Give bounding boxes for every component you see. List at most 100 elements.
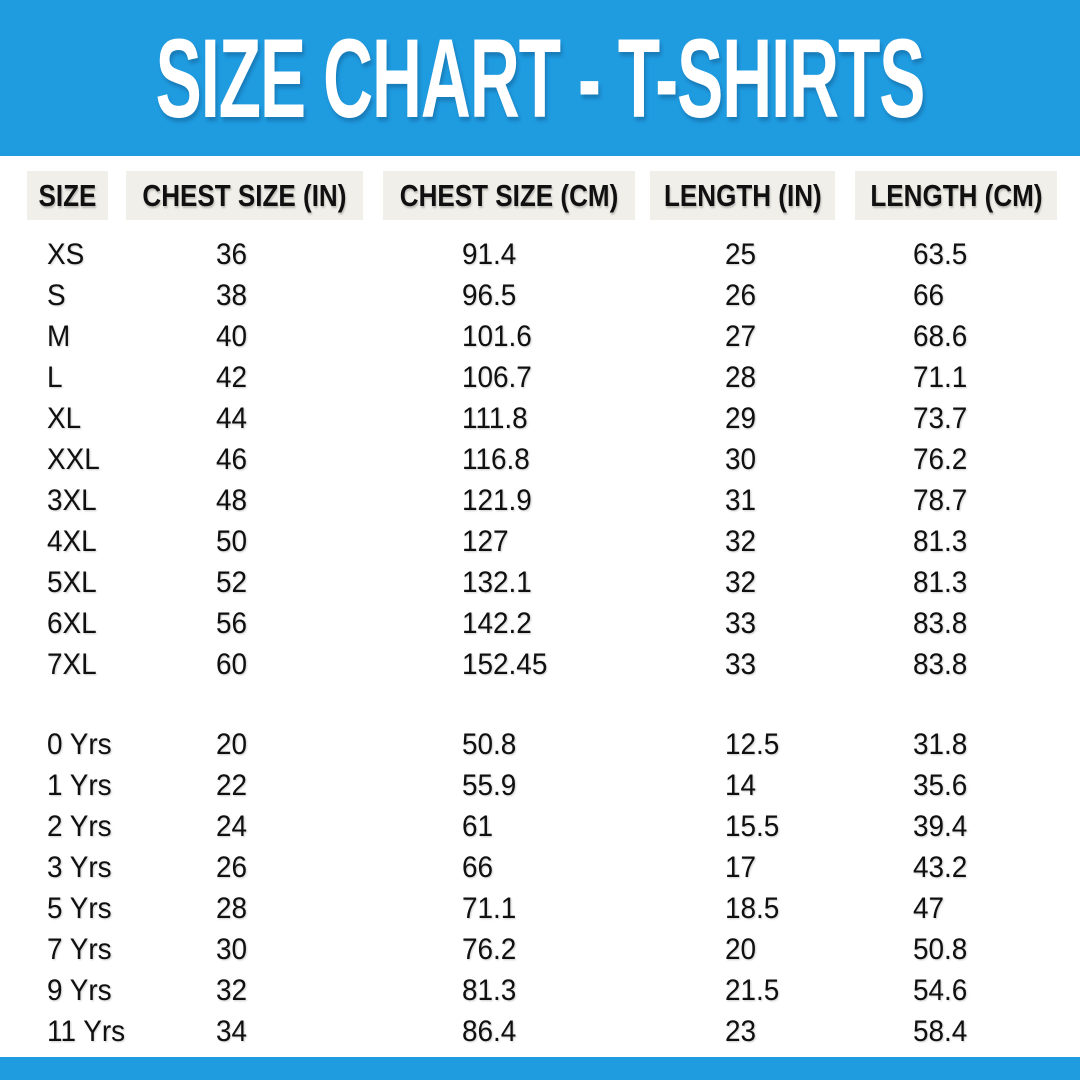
cell-length-in: 14 — [725, 769, 757, 802]
cell-size: 3XL — [47, 484, 97, 517]
table-row: S 38 96.5 26 66 — [0, 275, 1080, 316]
column-header-length-cm-label: LENGTH (CM) — [869, 177, 1043, 213]
cell-length-in: 29 — [725, 402, 757, 435]
cell-length-cm: 43.2 — [913, 851, 968, 884]
table-row: 9 Yrs 32 81.3 21.5 54.6 — [0, 970, 1080, 1011]
footer-bar — [0, 1057, 1080, 1080]
cell-chest-cm: 142.2 — [462, 607, 532, 640]
table-row: XL 44 111.8 29 73.7 — [0, 398, 1080, 439]
cell-chest-in: 20 — [216, 728, 248, 761]
cell-chest-in: 24 — [216, 810, 248, 843]
cell-length-cm: 81.3 — [913, 566, 968, 599]
cell-chest-in: 36 — [216, 238, 248, 271]
cell-chest-in: 22 — [216, 769, 248, 802]
cell-length-cm: 39.4 — [913, 810, 968, 843]
cell-chest-cm: 61 — [462, 810, 494, 843]
cell-length-in: 23 — [725, 1015, 757, 1048]
cell-length-cm: 50.8 — [913, 933, 968, 966]
table-row: 4XL 50 127 32 81.3 — [0, 521, 1080, 562]
column-header-length-cm: LENGTH (CM) — [855, 171, 1057, 220]
cell-chest-in: 28 — [216, 892, 248, 925]
cell-size: XL — [47, 402, 82, 435]
cell-chest-cm: 91.4 — [462, 238, 517, 271]
column-header-length-in-label: LENGTH (IN) — [663, 177, 822, 213]
cell-length-cm: 83.8 — [913, 648, 968, 681]
table-row: M 40 101.6 27 68.6 — [0, 316, 1080, 357]
cell-size: 4XL — [47, 525, 97, 558]
table-row: 2 Yrs 24 61 15.5 39.4 — [0, 806, 1080, 847]
cell-chest-cm: 121.9 — [462, 484, 532, 517]
cell-chest-cm: 152.45 — [462, 648, 548, 681]
table-row: 0 Yrs 20 50.8 12.5 31.8 — [0, 724, 1080, 765]
cell-chest-cm: 101.6 — [462, 320, 532, 353]
cell-length-in: 33 — [725, 607, 757, 640]
cell-chest-in: 32 — [216, 974, 248, 1007]
cell-length-cm: 47 — [913, 892, 945, 925]
table-row: 5 Yrs 28 71.1 18.5 47 — [0, 888, 1080, 929]
table-row: 11 Yrs 34 86.4 23 58.4 — [0, 1011, 1080, 1052]
cell-size: 5XL — [47, 566, 97, 599]
cell-size: L — [47, 361, 63, 394]
cell-chest-cm: 76.2 — [462, 933, 517, 966]
cell-chest-in: 60 — [216, 648, 248, 681]
cell-length-in: 33 — [725, 648, 757, 681]
table-row: 3XL 48 121.9 31 78.7 — [0, 480, 1080, 521]
column-header-length-in: LENGTH (IN) — [650, 171, 835, 220]
cell-chest-in: 42 — [216, 361, 248, 394]
cell-chest-in: 56 — [216, 607, 248, 640]
cell-length-cm: 68.6 — [913, 320, 968, 353]
cell-length-in: 25 — [725, 238, 757, 271]
cell-size: 1 Yrs — [47, 769, 112, 802]
title-banner: SIZE CHART - T-SHIRTS — [0, 0, 1080, 156]
cell-size: 7XL — [47, 648, 97, 681]
table-row: 3 Yrs 26 66 17 43.2 — [0, 847, 1080, 888]
cell-chest-cm: 71.1 — [462, 892, 517, 925]
cell-length-cm: 76.2 — [913, 443, 968, 476]
cell-chest-in: 34 — [216, 1015, 248, 1048]
cell-length-in: 20 — [725, 933, 757, 966]
cell-length-in: 21.5 — [725, 974, 780, 1007]
table-row: L 42 106.7 28 71.1 — [0, 357, 1080, 398]
cell-length-cm: 31.8 — [913, 728, 968, 761]
cell-length-cm: 66 — [913, 279, 945, 312]
cell-chest-in: 46 — [216, 443, 248, 476]
cell-chest-cm: 116.8 — [462, 443, 530, 476]
cell-size: XXL — [47, 443, 100, 476]
cell-length-in: 28 — [725, 361, 757, 394]
cell-size: 5 Yrs — [47, 892, 112, 925]
kids-sizes-group: 0 Yrs 20 50.8 12.5 31.8 1 Yrs 22 55.9 14 35.6 2 Yr… — [0, 724, 1080, 1052]
cell-length-cm: 71.1 — [913, 361, 968, 394]
cell-chest-in: 38 — [216, 279, 248, 312]
column-header-size-label: SIZE — [38, 177, 97, 213]
cell-chest-in: 50 — [216, 525, 248, 558]
cell-chest-in: 52 — [216, 566, 248, 599]
adult-sizes-group: XS 36 91.4 25 63.5 S 38 96.5 26 66 M 40 101.6 27 68.6 L… — [0, 234, 1080, 685]
cell-length-cm: 83.8 — [913, 607, 968, 640]
page-title: SIZE CHART - T-SHIRTS — [155, 15, 926, 141]
cell-length-in: 12.5 — [725, 728, 780, 761]
table-row: 7XL 60 152.45 33 83.8 — [0, 644, 1080, 685]
table-row: XS 36 91.4 25 63.5 — [0, 234, 1080, 275]
cell-length-in: 18.5 — [725, 892, 780, 925]
cell-size: 0 Yrs — [47, 728, 112, 761]
cell-length-cm: 54.6 — [913, 974, 968, 1007]
cell-chest-cm: 86.4 — [462, 1015, 517, 1048]
cell-size: 3 Yrs — [47, 851, 112, 884]
cell-length-cm: 58.4 — [913, 1015, 968, 1048]
cell-size: 7 Yrs — [47, 933, 112, 966]
cell-length-cm: 81.3 — [913, 525, 968, 558]
cell-chest-cm: 81.3 — [462, 974, 517, 1007]
cell-size: S — [47, 279, 66, 312]
cell-length-in: 31 — [725, 484, 757, 517]
cell-length-cm: 63.5 — [913, 238, 968, 271]
cell-chest-cm: 111.8 — [462, 402, 528, 435]
cell-length-in: 17 — [725, 851, 757, 884]
cell-size: 9 Yrs — [47, 974, 112, 1007]
table-row: 7 Yrs 30 76.2 20 50.8 — [0, 929, 1080, 970]
cell-chest-in: 30 — [216, 933, 248, 966]
cell-length-in: 30 — [725, 443, 757, 476]
cell-chest-cm: 132.1 — [462, 566, 532, 599]
table-row: 1 Yrs 22 55.9 14 35.6 — [0, 765, 1080, 806]
table-row: XXL 46 116.8 30 76.2 — [0, 439, 1080, 480]
